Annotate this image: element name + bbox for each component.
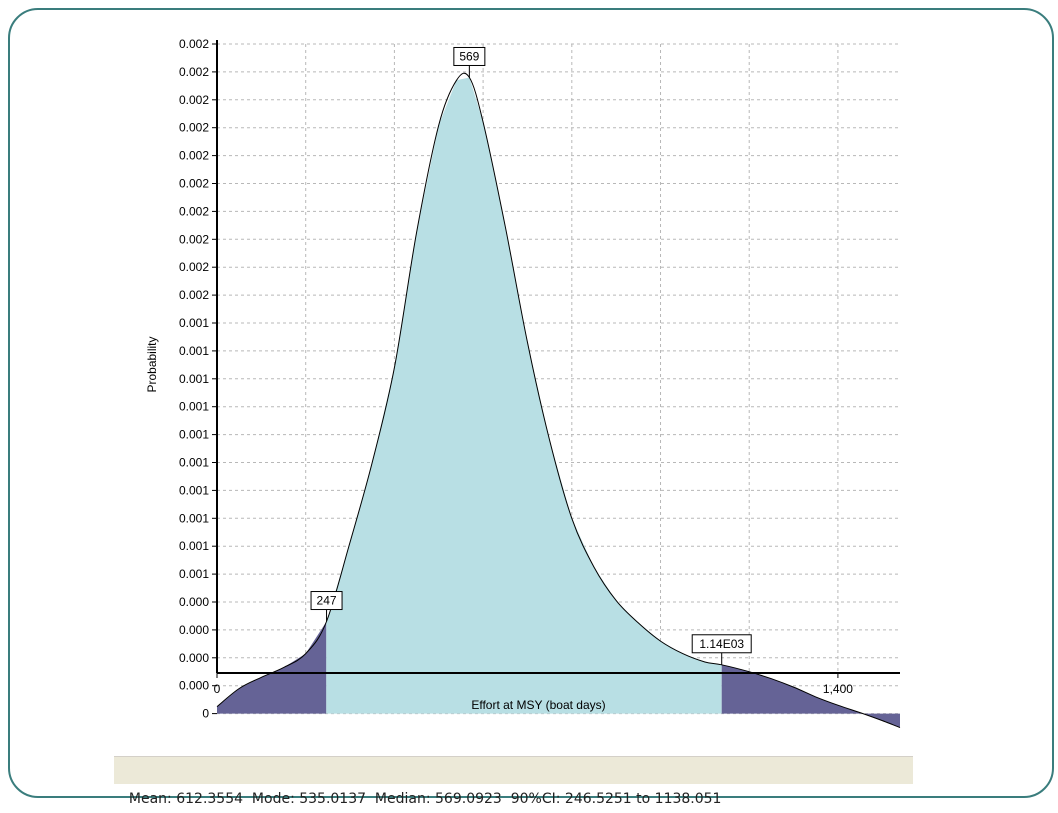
- y-tick-label: 0.001: [179, 511, 209, 525]
- y-tick-label: 0.001: [179, 372, 209, 386]
- y-tick-label: 0.000: [179, 595, 209, 609]
- y-tick-label: 0.002: [179, 288, 209, 302]
- y-tick-label: 0.000: [179, 623, 209, 637]
- density-curve: [216, 72, 901, 728]
- status-bar: Mean: 612.3554 Mode: 535.0137 Median: 56…: [114, 756, 913, 807]
- y-tick-label: 0.001: [179, 400, 209, 414]
- y-tick-label: 0.001: [179, 567, 209, 581]
- y-tick-label: 0.001: [179, 344, 209, 358]
- y-tick-label: 0.002: [179, 65, 209, 79]
- x-tick-label: 0: [214, 682, 221, 696]
- y-tick-label: 0.002: [179, 260, 209, 274]
- y-tick-label: 0.001: [179, 483, 209, 497]
- y-tick-label: 0.000: [179, 679, 209, 693]
- callout-box: [691, 634, 752, 654]
- center-area: [326, 77, 722, 714]
- right-tail-area: [721, 664, 900, 728]
- chart-panel: 0.002 0.002 0.002 0.002 0.002 0.002 0.002 0.002…: [120, 33, 916, 729]
- callout-label: 569: [459, 49, 479, 63]
- y-tick-label: 0.001: [179, 456, 209, 470]
- callout-label: 247: [317, 594, 337, 608]
- y-tick-label: 0.002: [179, 37, 209, 51]
- y-tick-label: 0.001: [179, 539, 209, 553]
- callout-label: 1.14E03: [699, 637, 744, 651]
- y-tick-label: 0.001: [179, 316, 209, 330]
- y-axis-title: Probability: [145, 336, 159, 392]
- y-tick-label: 0.002: [179, 232, 209, 246]
- callout-box: [310, 591, 343, 611]
- x-tick-label: 1,400: [823, 682, 853, 696]
- x-axis-title: Effort at MSY (boat days): [471, 698, 605, 712]
- y-tick-label: 0.002: [179, 204, 209, 218]
- y-tick-label: 0.002: [179, 93, 209, 107]
- y-tick-label: 0.001: [179, 428, 209, 442]
- y-tick-label: 0.002: [179, 149, 209, 163]
- y-tick-label: 0.002: [179, 177, 209, 191]
- status-text: Mean: 612.3554 Mode: 535.0137 Median: 56…: [128, 791, 722, 807]
- y-tick-label: 0: [202, 707, 209, 721]
- y-tick-label: 0.000: [179, 651, 209, 665]
- callout-box: [453, 46, 486, 66]
- distribution-chart: 0.002 0.002 0.002 0.002 0.002 0.002 0.002 0.002…: [145, 37, 901, 728]
- left-tail-area: [217, 621, 327, 714]
- y-tick-label: 0.002: [179, 121, 209, 135]
